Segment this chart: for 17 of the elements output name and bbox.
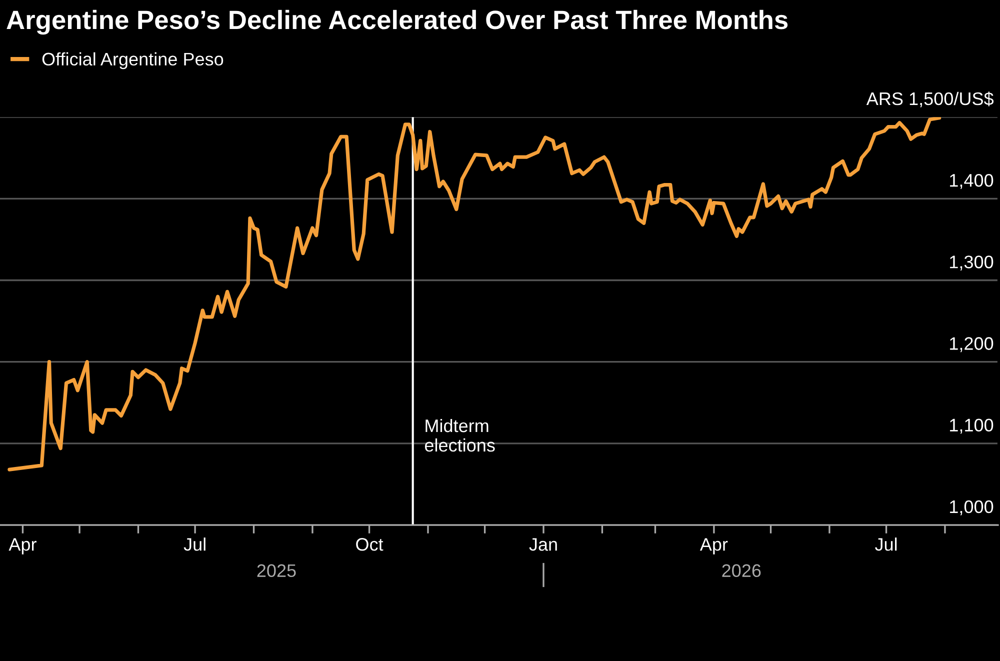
y-tick-label: 1,000 xyxy=(950,500,994,516)
x-tick-label: Apr xyxy=(700,538,728,554)
chart-title: Argentine Peso’s Decline Accelerated Over Past Three Months xyxy=(6,10,788,35)
ref-line-label: Midterm elections xyxy=(424,418,495,452)
x-tick-label: Apr xyxy=(8,538,36,554)
y-tick-label: 1,200 xyxy=(950,337,994,352)
x-tick-label: Oct xyxy=(356,538,384,551)
text: 2026 xyxy=(722,564,761,578)
text: 2025 xyxy=(257,564,296,578)
legend-label: Official Argentine Peso xyxy=(42,52,224,70)
y-tick-label: 1,300 xyxy=(950,256,994,270)
x-tick-label: Jul xyxy=(184,538,206,551)
y-tick-label: ARS 1,500/US$ xyxy=(866,92,994,108)
y-tick-label: 1,400 xyxy=(950,174,994,189)
y-tick-label: 1,100 xyxy=(950,418,994,434)
x-tick-label: Jan xyxy=(529,538,557,551)
x-tick-label: Jul xyxy=(875,538,897,551)
